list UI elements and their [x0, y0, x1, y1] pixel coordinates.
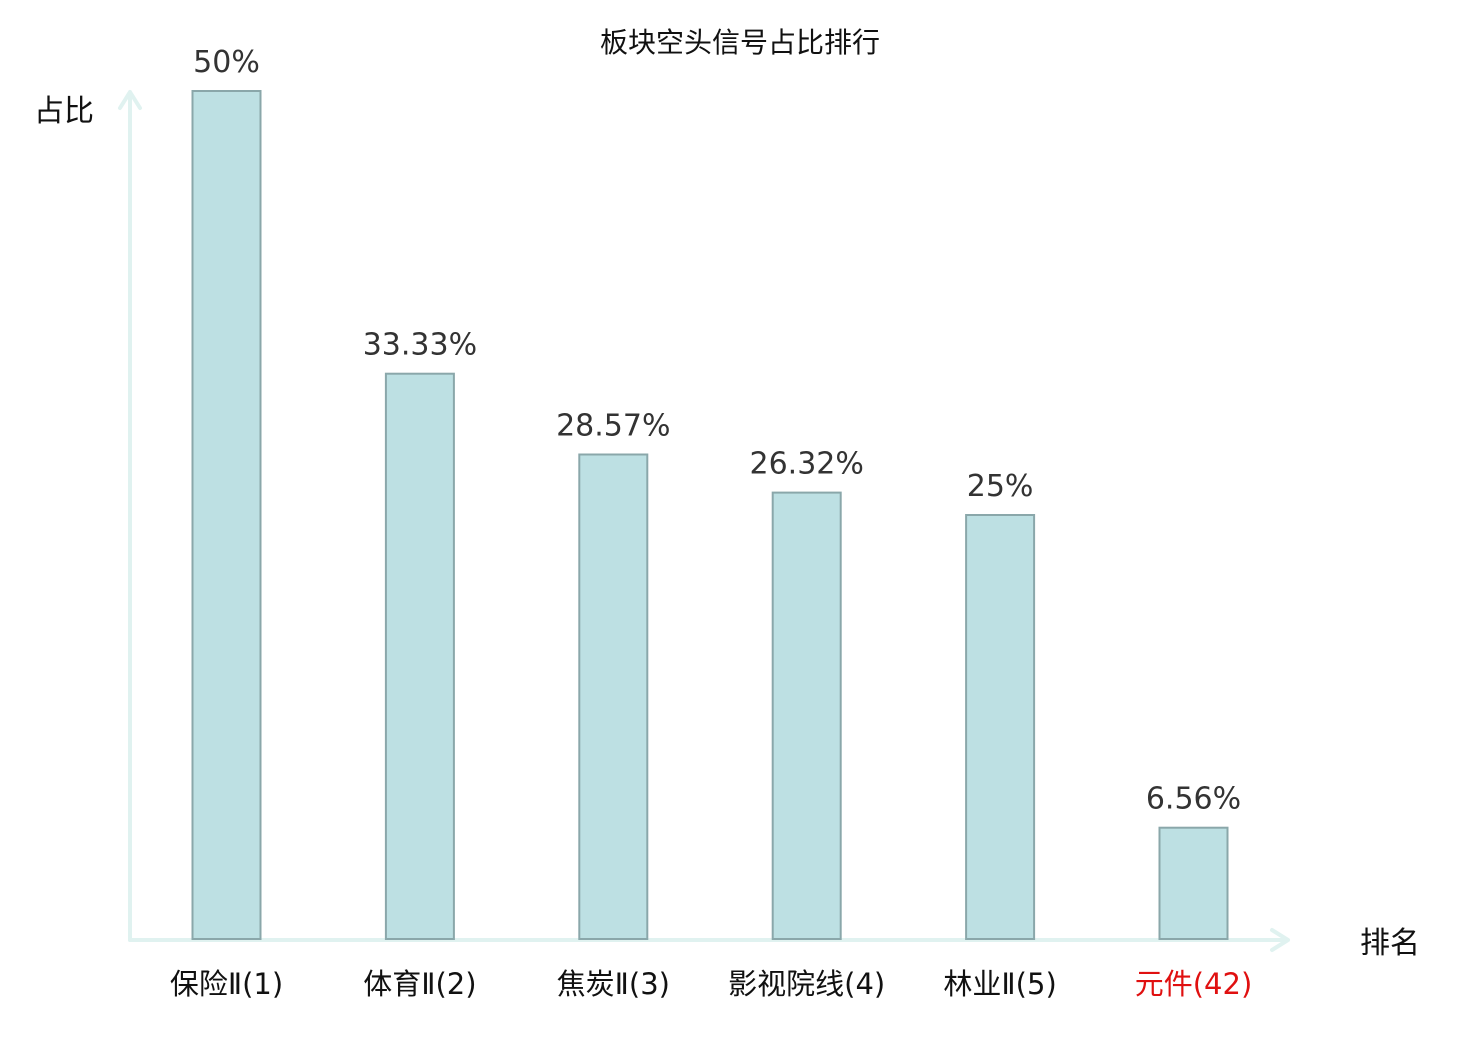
category-labels-group: 保险Ⅱ(1) 体育Ⅱ(2) 焦炭Ⅱ(3) 影视院线(4) 林业Ⅱ(5) 元件(42): [170, 967, 1252, 1001]
bar-6: [1158, 826, 1229, 941]
bars-group: [191, 90, 1229, 941]
bar-4: [771, 491, 842, 940]
category-label-2: 体育Ⅱ(2): [363, 967, 476, 1001]
value-label-2: 33.33%: [363, 328, 477, 363]
value-label-3: 28.57%: [556, 409, 670, 444]
value-label-6: 6.56%: [1146, 782, 1241, 817]
chart-title: 板块空头信号占比排行: [600, 26, 880, 59]
bar-3: [578, 453, 649, 940]
value-labels-group: 50% 33.33% 28.57% 26.32% 25% 6.56%: [193, 45, 1241, 817]
value-label-1: 50%: [193, 45, 260, 80]
category-label-4: 影视院线(4): [728, 967, 885, 1001]
y-axis-label: 占比: [34, 94, 94, 129]
bar-5: [965, 514, 1036, 940]
y-axis-line: [118, 90, 142, 942]
bar-1: [191, 90, 262, 940]
bar-2: [384, 372, 455, 940]
category-label-6: 元件(42): [1135, 967, 1253, 1001]
category-label-3: 焦炭Ⅱ(3): [557, 967, 670, 1001]
value-label-4: 26.32%: [750, 447, 864, 482]
category-label-1: 保险Ⅱ(1): [170, 967, 283, 1001]
x-axis-line: [128, 928, 1290, 952]
x-axis-label: 排名: [1360, 926, 1420, 961]
value-label-5: 25%: [967, 469, 1034, 504]
category-label-5: 林业Ⅱ(5): [943, 967, 1056, 1001]
